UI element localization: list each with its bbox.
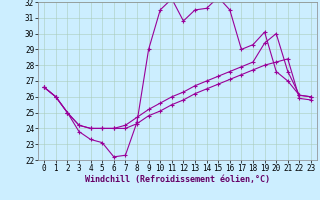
X-axis label: Windchill (Refroidissement éolien,°C): Windchill (Refroidissement éolien,°C) [85, 175, 270, 184]
